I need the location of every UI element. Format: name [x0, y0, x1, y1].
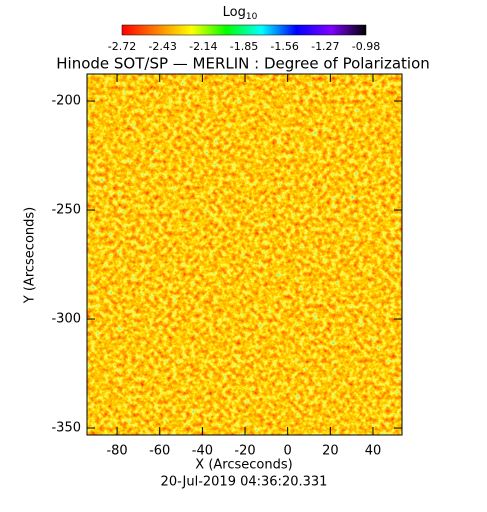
x-tick-label: 0: [284, 444, 292, 459]
footer-date: 20-Jul-2019 04:36:20.331: [161, 475, 328, 490]
heatmap-image: [87, 74, 402, 435]
x-tick-label: 20: [322, 444, 339, 459]
x-tick-label: -40: [192, 444, 213, 459]
y-tick-label: -300: [51, 312, 81, 327]
colorbar-label-sub: 10: [246, 12, 258, 22]
colorbar-tick-label: -2.14: [189, 40, 217, 53]
chart-title: Hinode SOT/SP — MERLIN : Degree of Polar…: [56, 55, 430, 73]
plot-frame: [86, 73, 403, 436]
x-tick-label: -60: [149, 444, 170, 459]
colorbar-tick-label: -2.72: [108, 40, 136, 53]
y-axis-label: Y (Arcseconds): [23, 207, 38, 304]
y-tick-label: -200: [51, 94, 81, 109]
x-axis-label: X (Arcseconds): [195, 458, 292, 473]
y-tick-label: -250: [51, 203, 81, 218]
colorbar: [121, 24, 367, 36]
y-tick-label: -350: [51, 421, 81, 436]
colorbar-label: Log10: [223, 5, 258, 22]
colorbar-tick-label: -2.43: [148, 40, 176, 53]
colorbar-label-text: Log: [223, 5, 246, 20]
colorbar-tick-label: -1.85: [230, 40, 258, 53]
colorbar-tick-label: -1.27: [311, 40, 339, 53]
colorbar-tick-label: -1.56: [270, 40, 298, 53]
x-tick-label: 40: [365, 444, 382, 459]
colorbar-tick-label: -0.98: [352, 40, 380, 53]
x-tick-label: -20: [234, 444, 255, 459]
x-tick-label: -80: [106, 444, 127, 459]
